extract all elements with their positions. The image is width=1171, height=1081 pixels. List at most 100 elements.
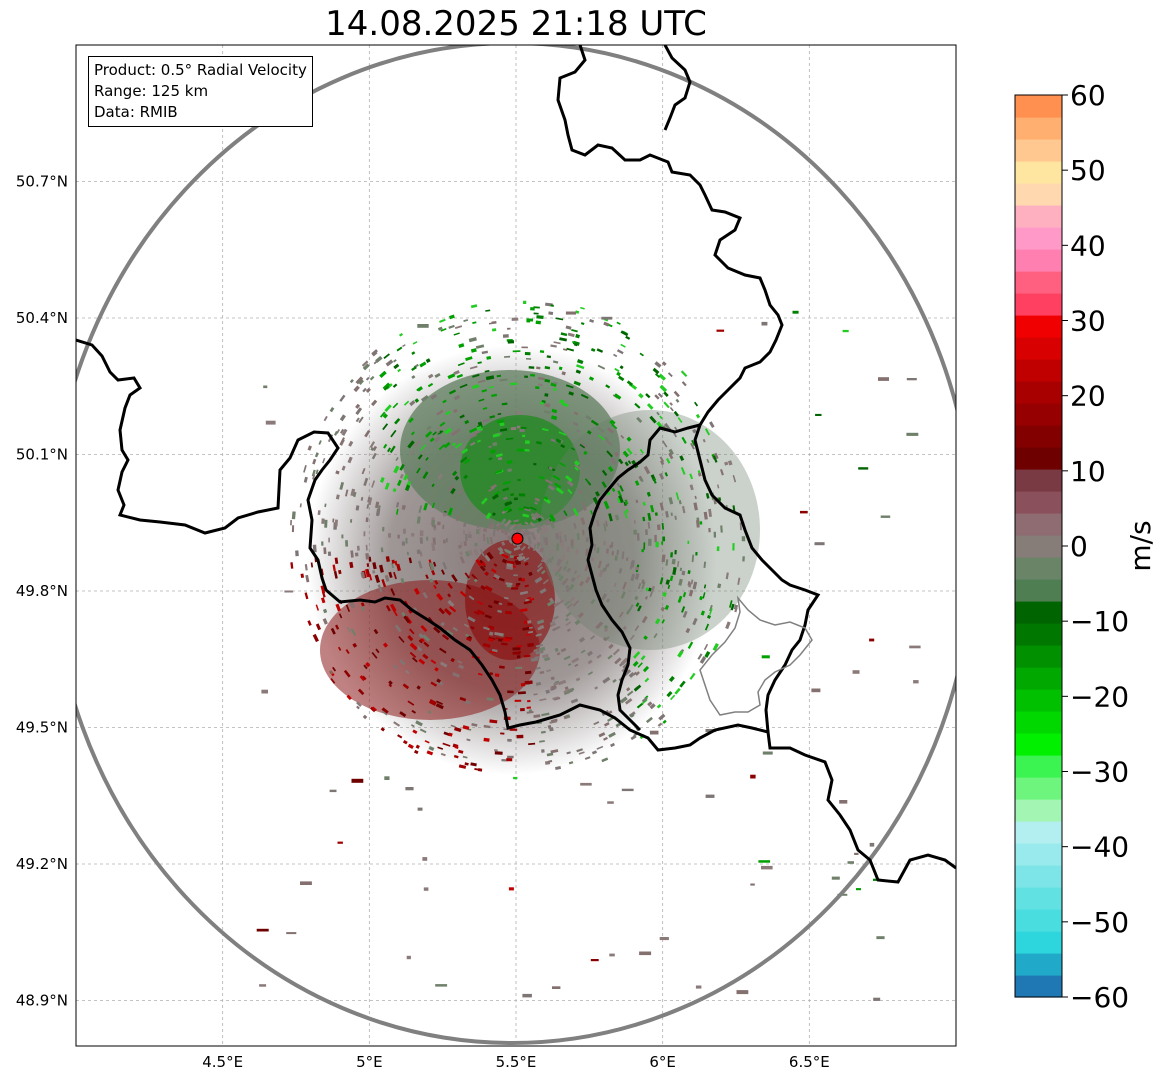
- echo-pixel: [442, 399, 447, 404]
- echo-pixel: [528, 709, 532, 712]
- echo-pixel: [494, 751, 503, 755]
- echo-pixel: [546, 669, 552, 673]
- echo-pixel: [680, 466, 686, 475]
- echo-pixel: [484, 614, 492, 619]
- map-border: [75, 44, 957, 1047]
- echo-pixel: [496, 523, 501, 532]
- echo-pixel: [310, 562, 314, 568]
- echo-pixel: [524, 584, 530, 588]
- echo-pixel: [641, 581, 646, 590]
- echo-pixel: [620, 330, 629, 337]
- echo-pixel: [691, 439, 696, 447]
- echo-pixel: [491, 648, 498, 653]
- echo-pixel: [654, 618, 661, 625]
- echo-pixel: [338, 613, 343, 619]
- echo-pixel: [501, 558, 508, 564]
- echo-pixel: [602, 636, 608, 642]
- echo-pixel: [521, 346, 528, 349]
- echo-pixel: [423, 887, 429, 891]
- echo-pixel: [625, 509, 629, 513]
- echo-pixel: [690, 442, 695, 450]
- echo-pixel: [563, 510, 568, 517]
- echo-pixel: [486, 356, 492, 360]
- echo-pixel: [409, 628, 415, 635]
- echo-pixel: [611, 487, 616, 492]
- echo-pixel: [303, 476, 308, 483]
- echo-pixel: [612, 678, 617, 683]
- echo-pixel: [522, 513, 530, 518]
- echo-pixel: [515, 528, 522, 534]
- echo-pixel: [553, 381, 558, 385]
- echo-pixel: [489, 672, 494, 676]
- echo-pixel: [664, 422, 672, 431]
- echo-pixel: [550, 304, 554, 307]
- echo-pixel: [607, 654, 613, 660]
- echo-pixel: [463, 522, 467, 528]
- echo-pixel: [448, 389, 457, 395]
- echo-pixel: [439, 421, 446, 427]
- echo-pixel: [708, 527, 711, 533]
- echo-pixel: [417, 560, 423, 569]
- colorbar-segment: [1015, 755, 1062, 778]
- echo-pixel: [662, 536, 666, 542]
- echo-pixel: [534, 511, 542, 519]
- echo-pixel: [507, 340, 515, 344]
- colorbar-segment: [1015, 183, 1062, 206]
- echo-pixel: [685, 627, 691, 634]
- echo-pixel: [419, 530, 424, 537]
- echo-pixel: [750, 774, 756, 779]
- echo-pixel: [488, 636, 496, 641]
- echo-pixel: [604, 564, 608, 572]
- echo-pixel: [518, 577, 523, 582]
- echo-pixel: [534, 497, 541, 502]
- echo-pixel: [574, 464, 581, 470]
- echo-pixel: [729, 600, 733, 608]
- echo-pixel: [741, 536, 746, 542]
- echo-pixel: [556, 558, 562, 566]
- echo-pixel: [614, 367, 620, 373]
- echo-pixel: [570, 447, 576, 451]
- echo-pixel: [694, 495, 697, 500]
- echo-pixel: [428, 562, 435, 571]
- echo-pixel: [621, 551, 625, 560]
- y-tick-label: 50.1°N: [16, 446, 68, 464]
- echo-pixel: [558, 366, 563, 371]
- echo-pixel: [417, 386, 424, 392]
- echo-pixel: [430, 681, 438, 687]
- echo-pixel: [528, 742, 536, 746]
- echo-pixel: [408, 417, 414, 423]
- echo-pixel: [468, 635, 473, 639]
- echo-pixel: [606, 548, 609, 554]
- echo-pixel: [360, 571, 366, 579]
- echo-pixel: [507, 738, 512, 742]
- echo-pixel: [388, 680, 393, 685]
- echo-pixel: [369, 375, 375, 381]
- echo-pixel: [485, 375, 495, 381]
- echo-pixel: [407, 440, 415, 449]
- echo-pixel: [459, 590, 467, 598]
- echo-pixel: [552, 360, 559, 364]
- echo-pixel: [566, 628, 571, 632]
- echo-pixel: [662, 719, 667, 724]
- echo-pixel: [626, 690, 634, 697]
- echo-pixel: [642, 665, 650, 673]
- echo-pixel: [553, 387, 557, 392]
- echo-pixel: [558, 431, 567, 436]
- echo-pixel: [367, 496, 371, 503]
- echo-pixel: [348, 440, 354, 447]
- echo-pixel: [420, 625, 428, 632]
- echo-pixel: [315, 604, 320, 611]
- echo-pixel: [330, 627, 336, 635]
- echo-pixel: [535, 650, 544, 655]
- echo-pixel: [542, 653, 549, 659]
- echo-pixel: [467, 616, 476, 623]
- colorbar-segment: [1015, 887, 1062, 910]
- echo-pixel: [706, 614, 711, 619]
- echo-pixel: [541, 427, 549, 432]
- echo-pixel: [462, 725, 470, 730]
- echo-pixel: [536, 441, 542, 445]
- echo-pixel: [634, 625, 640, 632]
- echo-pixel: [483, 626, 490, 631]
- colorbar-segment: [1015, 909, 1062, 932]
- echo-pixel: [674, 549, 677, 555]
